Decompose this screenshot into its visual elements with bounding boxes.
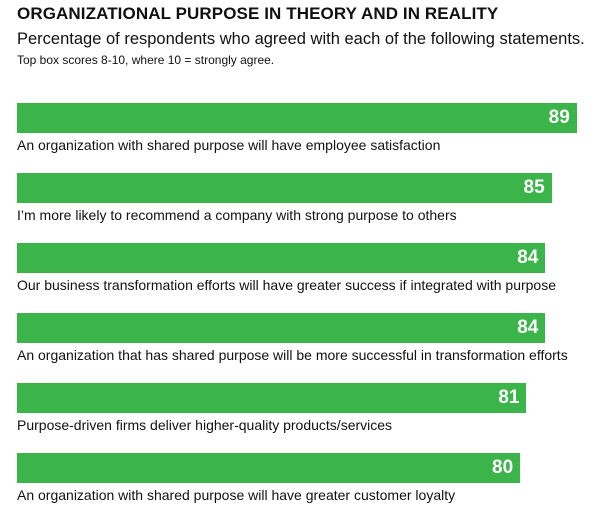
chart-subtitle: Percentage of respondents who agreed wit… [17, 30, 585, 48]
bar-row: 81 Purpose-driven firms deliver higher-q… [17, 383, 600, 443]
bar-row: 85 I’m more likely to recommend a compan… [17, 173, 600, 233]
bar-row: 84 An organization that has shared purpo… [17, 313, 600, 373]
bar-value: 81 [498, 387, 520, 408]
bar-row: 89 An organization with shared purpose w… [17, 103, 600, 163]
bar-label: I’m more likely to recommend a company w… [17, 207, 457, 223]
bar: 84 [17, 313, 546, 343]
chart-note: Top box scores 8-10, where 10 = strongly… [17, 53, 275, 67]
bar: 81 [17, 383, 527, 413]
bar-label: Our business transformation efforts will… [17, 277, 556, 293]
bar-value: 84 [517, 247, 539, 268]
chart-title: ORGANIZATIONAL PURPOSE IN THEORY AND IN … [17, 4, 499, 23]
bar-label: An organization with shared purpose will… [17, 137, 441, 153]
bar-value: 84 [517, 317, 539, 338]
bar: 80 [17, 453, 521, 483]
bar-row: 84 Our business transformation efforts w… [17, 243, 600, 303]
bar-value: 89 [548, 107, 570, 128]
bar-label: Purpose-driven firms deliver higher-qual… [17, 417, 393, 433]
bar-value: 80 [492, 457, 514, 478]
bar-value: 85 [523, 177, 545, 198]
bar: 85 [17, 173, 552, 203]
bar-label: An organization that has shared purpose … [17, 347, 568, 363]
bar-row: 80 An organization with shared purpose w… [17, 453, 600, 513]
bar: 89 [17, 103, 577, 133]
bar-label: An organization with shared purpose will… [17, 487, 456, 503]
bar: 84 [17, 243, 546, 273]
